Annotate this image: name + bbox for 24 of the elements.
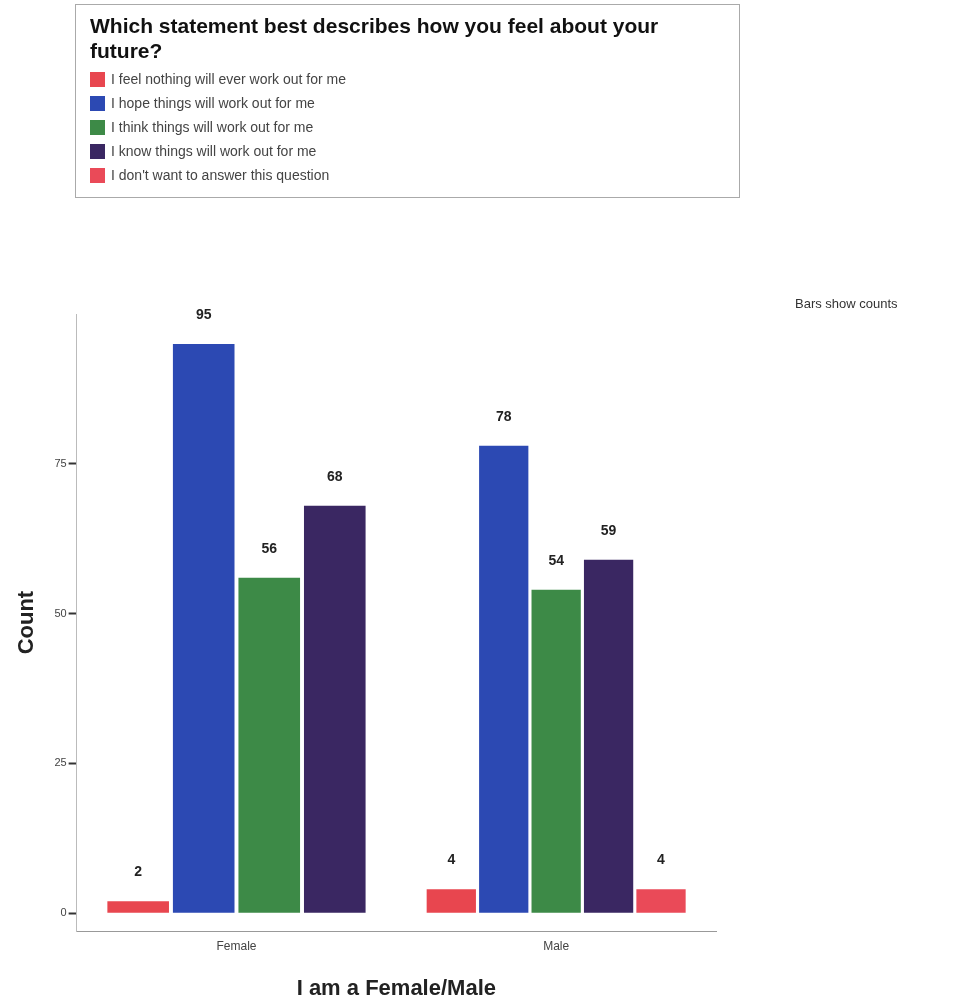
data-label: 2 [134,863,143,880]
data-label: 78 [495,407,512,424]
data-label: 54 [548,551,565,568]
y-tick-label: 25 [54,756,67,769]
legend-label: I know things will work out for me [111,143,317,159]
y-axis-title: Count [13,590,39,655]
legend-label: I think things will work out for me [111,119,314,135]
data-label: 59 [600,521,617,538]
legend-label: I don't want to answer this question [111,167,330,183]
text: Bars show counts [795,296,898,311]
legend-title: Which statement best describes how you feel about your future? [90,13,660,63]
y-tick-label: 50 [54,606,67,619]
data-label: 4 [447,851,456,868]
legend-label: I feel nothing will ever work out for me [111,71,346,87]
data-label: 68 [326,467,343,484]
y-tick-label: 0 [60,906,67,919]
x-axis-title: I am a Female/Male [296,974,496,1000]
legend-label: I hope things will work out for me [111,95,315,111]
data-label: 56 [261,539,278,556]
y-tick-label: 75 [54,456,67,469]
data-label: 4 [657,851,666,868]
x-tick-label: Female [216,938,257,953]
x-tick-label: Male [543,938,570,953]
data-label: 95 [195,305,212,322]
